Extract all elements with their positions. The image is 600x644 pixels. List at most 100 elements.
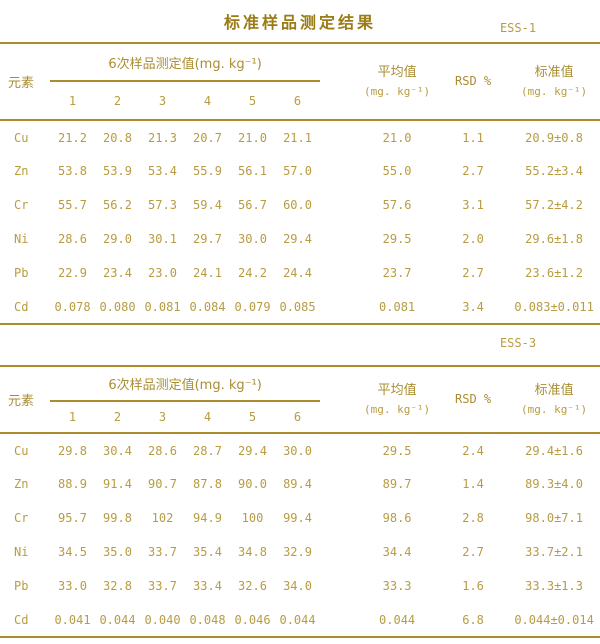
results-table-ess1: 元素 6次样品测定值(mg. kg⁻¹) 平均值 (mg. kg⁻¹) RSD …	[0, 42, 600, 325]
spacer-cell	[320, 154, 360, 188]
measurement-cell: 28.6	[148, 443, 177, 458]
measurement-cell: 34.0	[283, 579, 312, 593]
measurement-cell: 35.0	[103, 545, 132, 559]
measurement-cell: 23.0	[148, 266, 177, 280]
mean-label: 平均值	[377, 382, 417, 398]
measurement-cell: 60.0	[283, 198, 312, 212]
element-cell: Cr	[14, 198, 29, 212]
mean-cell: 55.0	[382, 164, 412, 178]
subcol-header-6: 6	[293, 410, 302, 424]
measurement-cell: 30.1	[148, 232, 177, 246]
measurement-cell: 35.4	[193, 545, 222, 559]
spacer-cell	[320, 43, 360, 120]
mean-cell: 33.3	[382, 579, 412, 593]
measurement-cell: 30.0	[283, 443, 312, 458]
mean-cell: 23.7	[382, 266, 412, 280]
measurement-cell: 99.8	[103, 511, 132, 525]
measurement-cell: 28.6	[58, 232, 87, 246]
spacer-cell	[596, 188, 600, 222]
spacer-cell	[320, 433, 360, 467]
measurement-cell: 100	[241, 511, 264, 525]
spacer-cell	[596, 120, 600, 154]
spacer-cell	[320, 222, 360, 256]
mean-unit: (mg. kg⁻¹)	[363, 403, 431, 417]
mean-column-header: 平均值 (mg. kg⁻¹)	[360, 366, 434, 433]
measurement-cell: 56.2	[103, 198, 132, 212]
rsd-cell: 2.7	[462, 545, 484, 559]
spacer-cell	[596, 433, 600, 467]
measurement-cell: 22.9	[58, 266, 87, 280]
measurement-cell: 0.040	[144, 612, 181, 627]
subcol-header-4: 4	[203, 410, 212, 424]
spacer-cell	[596, 569, 600, 603]
subcol-header-3: 3	[158, 93, 167, 108]
element-column-header: 元素	[8, 394, 35, 409]
table-row: Ni 28.6 29.0 30.1 29.7 30.0 29.4 29.5 2.0 29.6±1.…	[0, 222, 600, 256]
element-cell: Zn	[14, 477, 29, 491]
measurement-cell: 29.4	[283, 232, 312, 246]
measurement-cell: 34.8	[238, 545, 267, 559]
element-cell: Cr	[14, 511, 29, 525]
rsd-cell: 2.4	[462, 443, 484, 458]
measurement-cell: 91.4	[103, 477, 132, 491]
standard-cell: 98.0±7.1	[525, 511, 583, 525]
measurement-cell: 0.078	[54, 299, 91, 314]
measurements-span-header: 6次样品测定值(mg. kg⁻¹)	[50, 43, 321, 82]
standard-column-header: 标准值 (mg. kg⁻¹)	[512, 43, 596, 120]
measurement-cell: 57.3	[148, 198, 177, 212]
sample-label-ess3: ESS-3	[499, 336, 537, 350]
spacer-cell	[320, 569, 360, 603]
table-header: 元素 6次样品测定值(mg. kg⁻¹) 平均值 (mg. kg⁻¹) RSD …	[0, 366, 600, 433]
measurement-cell: 33.0	[58, 579, 87, 593]
measurement-cell: 99.4	[283, 511, 312, 525]
table-row: Pb 22.9 23.4 23.0 24.1 24.2 24.4 23.7 2.7 23.6±1.…	[0, 256, 600, 290]
measurement-cell: 53.8	[58, 164, 87, 178]
table-row: Cr 95.7 99.8 102 94.9 100 99.4 98.6 2.8 98.0±7.1	[0, 501, 600, 535]
table-row: Zn 88.9 91.4 90.7 87.8 90.0 89.4 89.7 1.4 89.3±4.…	[0, 467, 600, 501]
mean-label: 平均值	[377, 64, 417, 80]
standard-unit: (mg. kg⁻¹)	[520, 85, 588, 99]
measurement-cell: 88.9	[58, 477, 87, 491]
standard-cell: 55.2±3.4	[525, 164, 583, 178]
measurement-cell: 32.8	[103, 579, 132, 593]
element-cell: Ni	[14, 232, 29, 246]
spacer-cell	[596, 366, 600, 433]
measurement-cell: 0.085	[279, 299, 316, 314]
measurement-cell: 55.9	[193, 164, 222, 178]
measurement-cell: 21.1	[283, 130, 312, 145]
element-cell: Ni	[14, 545, 29, 559]
measurement-cell: 21.2	[58, 130, 87, 145]
rsd-cell: 3.4	[462, 299, 484, 314]
element-cell: Zn	[14, 164, 29, 178]
subcol-header-3: 3	[158, 410, 167, 424]
measurement-cell: 21.0	[238, 130, 267, 145]
spacer-cell	[320, 256, 360, 290]
measurement-cell: 89.4	[283, 477, 312, 491]
measurement-cell: 30.0	[238, 232, 267, 246]
measurement-cell: 33.4	[193, 579, 222, 593]
measurement-cell: 53.9	[103, 164, 132, 178]
spacer-cell	[596, 501, 600, 535]
spacer-cell	[320, 120, 360, 154]
rsd-cell: 2.0	[462, 232, 484, 246]
table-row: Cd 0.041 0.044 0.040 0.048 0.046 0.044 0.044 6.8…	[0, 603, 600, 637]
spacer-cell	[320, 290, 360, 324]
element-column-header: 元素	[8, 76, 35, 91]
element-cell: Pb	[14, 266, 29, 280]
rsd-cell: 3.1	[462, 198, 484, 212]
rsd-column-header: RSD %	[455, 74, 492, 89]
standard-cell: 33.7±2.1	[525, 545, 583, 559]
spacer-cell	[596, 603, 600, 637]
table-row: Cd 0.078 0.080 0.081 0.084 0.079 0.085 0.081 3.4…	[0, 290, 600, 324]
measurement-cell: 32.9	[283, 545, 312, 559]
rsd-column-header: RSD %	[455, 392, 492, 407]
spacer-cell	[596, 222, 600, 256]
measurement-cell: 90.0	[238, 477, 267, 491]
measurement-cell: 0.044	[99, 612, 136, 627]
subcol-header-4: 4	[203, 93, 212, 108]
rsd-cell: 2.8	[462, 511, 484, 525]
standard-cell: 20.9±0.8	[525, 130, 583, 145]
element-cell: Cu	[14, 443, 29, 458]
subcol-header-1: 1	[68, 410, 77, 424]
measurements-span-header: 6次样品测定值(mg. kg⁻¹)	[50, 366, 321, 402]
